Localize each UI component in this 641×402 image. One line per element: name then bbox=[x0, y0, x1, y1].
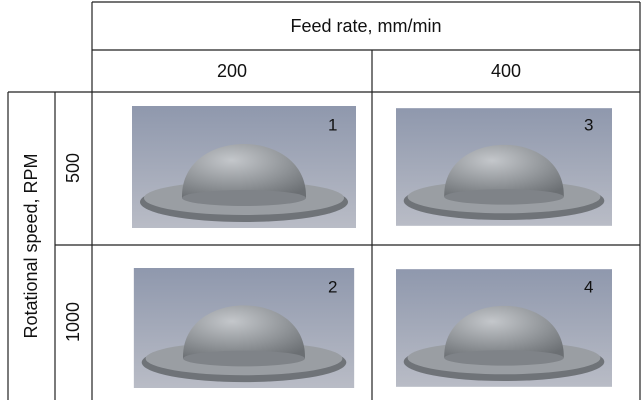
column-header: 400 bbox=[491, 61, 521, 81]
specimen-photo bbox=[396, 269, 612, 387]
row-header: 500 bbox=[63, 153, 83, 183]
photo-label: 1 bbox=[328, 115, 337, 134]
column-header: 200 bbox=[217, 61, 247, 81]
column-group-header: Feed rate, mm/min bbox=[290, 16, 441, 36]
specimen-photo bbox=[396, 108, 612, 226]
row-header: 1000 bbox=[63, 302, 83, 342]
specimen-photo bbox=[134, 268, 354, 388]
photo-label: 2 bbox=[328, 277, 337, 296]
figure-table: Feed rate, mm/min 200 400 Rotational spe… bbox=[0, 0, 641, 402]
specimen-photo bbox=[132, 106, 356, 228]
photo-label: 4 bbox=[584, 277, 593, 296]
photo-label: 3 bbox=[584, 115, 593, 134]
row-group-header: Rotational speed, RPM bbox=[21, 153, 41, 338]
